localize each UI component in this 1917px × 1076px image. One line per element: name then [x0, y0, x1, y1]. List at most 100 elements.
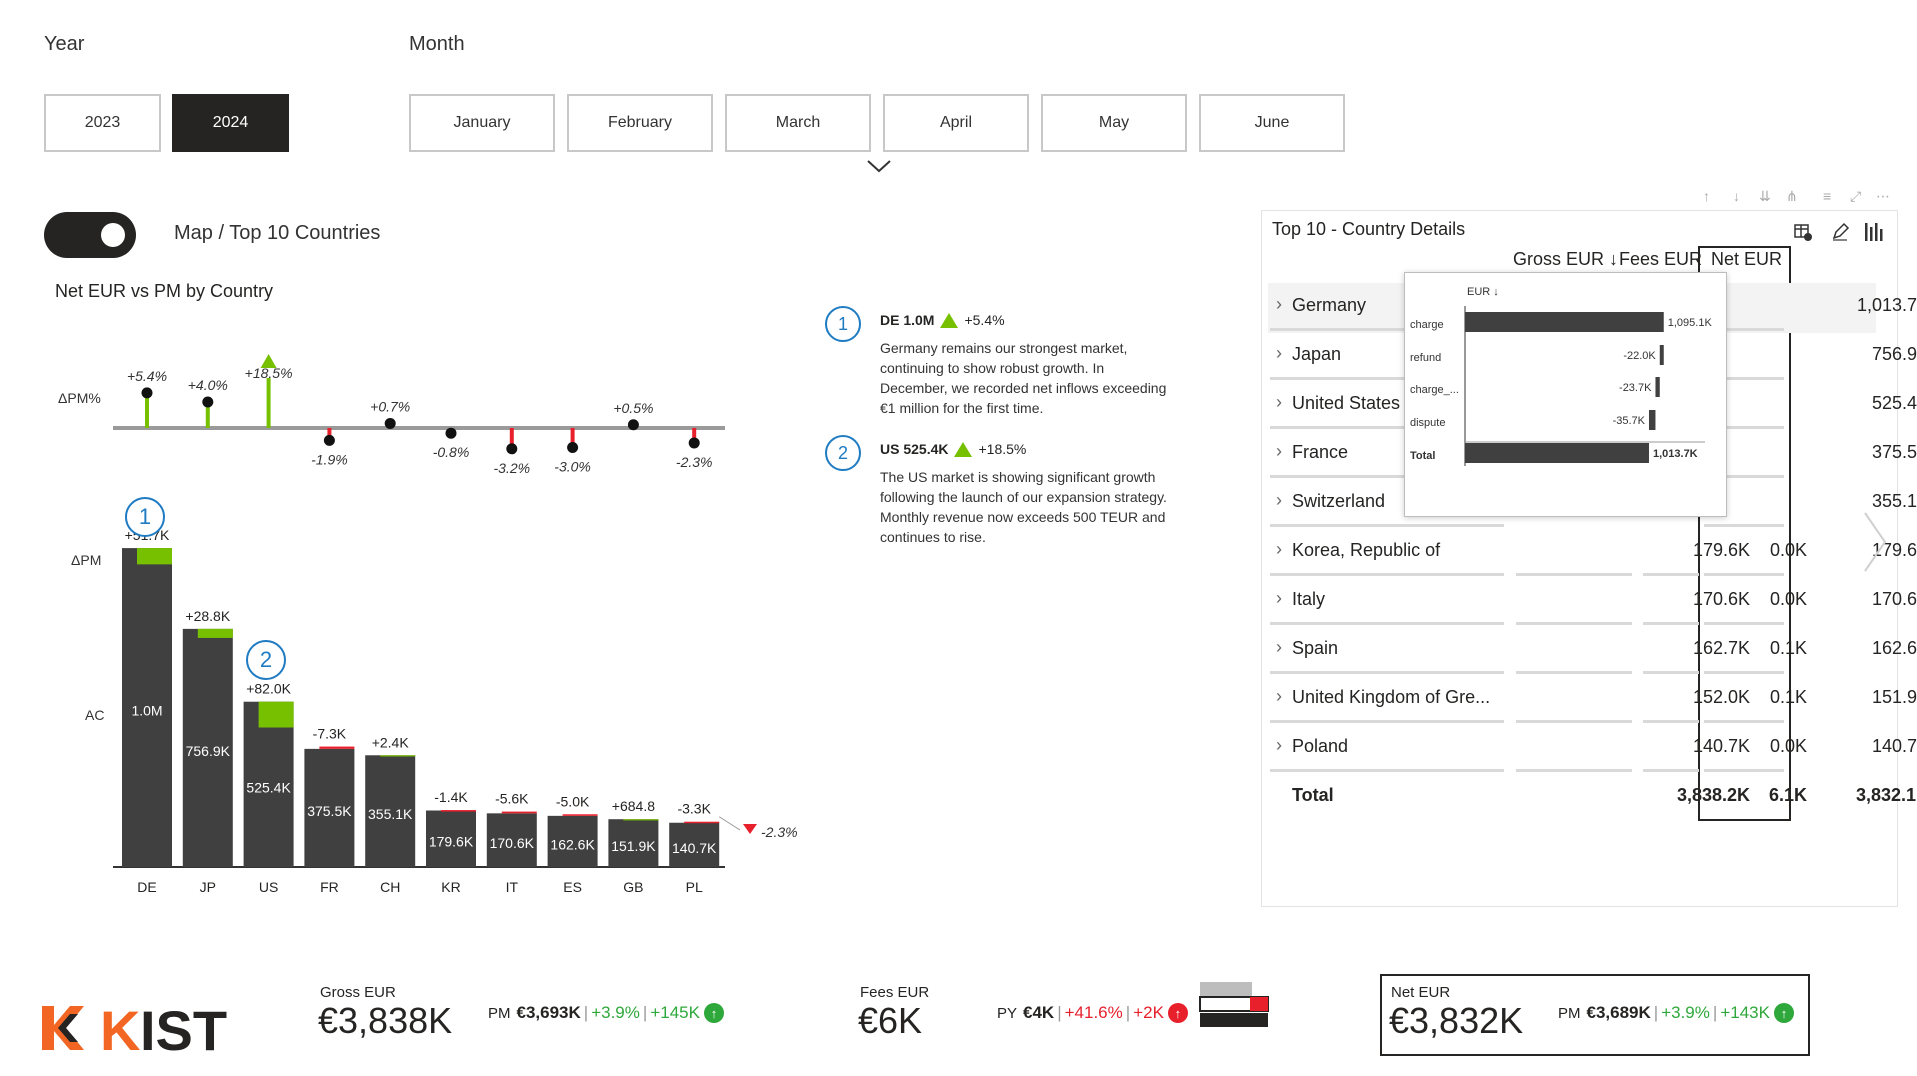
chevron-right-icon[interactable]: › [1276, 539, 1282, 559]
x-tick-label: FR [320, 879, 339, 895]
chevron-right-icon[interactable]: › [1276, 588, 1282, 608]
table-row[interactable]: › France 375.5K [1262, 430, 1917, 478]
kist-logo: K IST [42, 1000, 227, 1056]
col-header-net[interactable]: Net EUR [1711, 249, 1783, 269]
chevron-right-icon[interactable]: › [1276, 343, 1282, 363]
row-separator [1270, 622, 1504, 625]
ac-row-label: AC [85, 707, 105, 723]
view-toggle-switch[interactable] [44, 212, 136, 258]
table-row[interactable]: › Spain 162.7K 0.1K 162.6K [1262, 626, 1917, 674]
row-separator [1270, 426, 1504, 429]
note-2-text: The US market is showing significant gro… [880, 469, 1167, 545]
bar-value-label: 375.5K [307, 803, 352, 819]
more-options-icon[interactable]: ⋯ [1876, 188, 1890, 204]
row-separator [1704, 573, 1784, 576]
table-row[interactable]: › Poland 140.7K 0.0K 140.7K [1262, 724, 1917, 772]
row-separator [1516, 769, 1632, 772]
country-name: Japan [1292, 344, 1342, 364]
month-march-button[interactable]: March [725, 94, 871, 152]
year-2024-button[interactable]: 2024 [172, 94, 289, 152]
gross-value: 179.6K [1692, 540, 1750, 560]
month-april-button[interactable]: April [883, 94, 1029, 152]
net-kpi-label: Net EUR [1391, 984, 1451, 1001]
month-february-button[interactable]: February [567, 94, 713, 152]
lollipop-dot [323, 434, 335, 446]
total-fees: 6.1K [1768, 785, 1807, 805]
drill-up-icon[interactable]: ↑ [1703, 188, 1710, 204]
col-header-gross[interactable]: Gross EUR ↓ [1513, 249, 1619, 269]
bar-delta-label: -3.3K [677, 801, 711, 817]
table-row[interactable]: › Germany 1,013.7K [1262, 283, 1917, 331]
gross-cmp-label: PM [488, 1004, 511, 1022]
bar-ac [304, 748, 355, 867]
fees-cmp-ref: €4K [1023, 1003, 1055, 1022]
expand-all-down-icon[interactable]: ⇊ [1759, 188, 1771, 204]
chevron-right-icon[interactable]: › [1276, 490, 1282, 510]
analytics-bars-icon[interactable] [1863, 221, 1885, 243]
lollipop-label: -0.8% [433, 444, 470, 460]
bar-delta-negative [684, 821, 720, 824]
filter-icon[interactable]: ≡ [1823, 188, 1832, 204]
chevron-right-icon[interactable]: › [1276, 686, 1282, 706]
bar-ac [182, 628, 233, 867]
bar-delta-positive [258, 701, 294, 728]
note-2-title: US 525.4K [880, 441, 949, 457]
lollipop-dot [627, 419, 639, 431]
table-row[interactable]: › Switzerland 355.1K [1262, 479, 1917, 527]
table-row[interactable]: › Japan 756.9K [1262, 332, 1917, 380]
row-separator [1270, 377, 1504, 380]
year-2023-button[interactable]: 2023 [44, 94, 161, 152]
tooltip-row-label: charge [1410, 319, 1444, 331]
gross-cmp-abs: +145K [650, 1003, 700, 1022]
export-table-icon[interactable] [1793, 222, 1813, 242]
format-pen-icon[interactable] [1830, 222, 1850, 242]
note-1: DE 1.0M +5.4% Germany remains our stronge… [880, 312, 1170, 418]
chevron-right-icon[interactable]: › [1276, 294, 1282, 314]
bar-ac [486, 813, 537, 867]
col-header-fees[interactable]: Fees EUR [1619, 249, 1703, 269]
chevron-right-icon[interactable]: › [1276, 637, 1282, 657]
tooltip-value-label: -22.0K [1623, 350, 1656, 362]
month-june-button[interactable]: June [1199, 94, 1345, 152]
drill-down-icon[interactable]: ↓ [1733, 188, 1740, 204]
x-tick-label: US [259, 879, 278, 895]
focus-mode-icon[interactable]: ⤢ [1850, 188, 1862, 204]
bar-value-label: 1.0M [131, 703, 162, 719]
tooltip-bar [1465, 443, 1649, 463]
row-separator [1704, 475, 1784, 478]
lollipop-dot [567, 442, 579, 453]
row-separator [1704, 377, 1784, 380]
table-row[interactable]: › Italy 170.6K 0.0K 170.6K [1262, 577, 1917, 625]
x-tick-label: IT [506, 879, 519, 895]
month-may-button[interactable]: May [1041, 94, 1187, 152]
chevron-right-icon[interactable]: › [1276, 392, 1282, 412]
tooltip-waterfall: charge 1,095.1K refund -22.0K charge_... -23.… [1410, 306, 1712, 466]
chevron-right-icon[interactable] [1862, 510, 1888, 574]
table-row[interactable]: › United Kingdom of Gre... 152.0K 0.1K 151.9… [1262, 675, 1917, 723]
bar-value-label: 179.6K [429, 834, 474, 850]
chevron-right-icon[interactable]: › [1276, 735, 1282, 755]
bar-value-label: 170.6K [490, 835, 535, 851]
chevron-down-icon[interactable] [866, 158, 892, 174]
lollipop-triangle-marker [260, 354, 277, 369]
x-tick-label: ES [563, 879, 582, 895]
row-separator [1516, 720, 1632, 723]
x-tick-label: PL [686, 879, 703, 895]
row-separator [1704, 328, 1784, 331]
country-name: France [1292, 442, 1349, 462]
total-delta-connector [718, 816, 741, 831]
country-name: Switzerland [1292, 491, 1386, 511]
table-row[interactable]: › United States 525.4K [1262, 381, 1917, 429]
gross-value: 162.7K [1692, 638, 1750, 658]
lollipop-label: +4.0% [188, 377, 228, 393]
chevron-right-icon[interactable]: › [1276, 441, 1282, 461]
expand-hierarchy-icon[interactable]: ⋔ [1786, 188, 1798, 204]
row-separator [1704, 622, 1784, 625]
row-separator [1704, 769, 1784, 772]
row-separator [1516, 573, 1632, 576]
row-separator [1270, 328, 1504, 331]
breakdown-tooltip: EUR ↓ charge 1,095.1K refund -22.0K charge_.… [1404, 272, 1727, 517]
tooltip-value-label: -23.7K [1619, 382, 1652, 394]
month-january-button[interactable]: January [409, 94, 555, 152]
